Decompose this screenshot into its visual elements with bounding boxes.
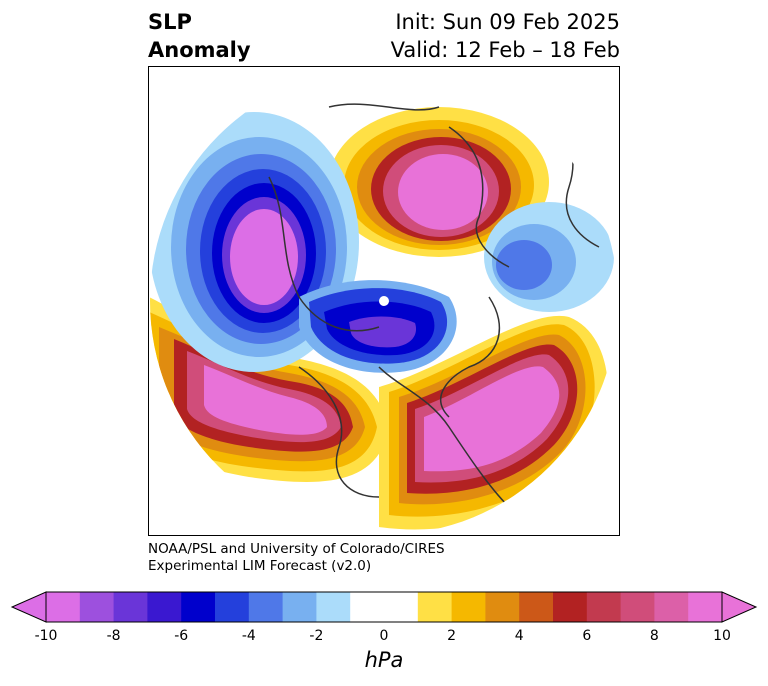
colorbar-swatch — [485, 592, 520, 622]
colorbar — [10, 591, 758, 623]
title-left: SLP Anomaly — [148, 8, 251, 64]
colorbar-tick-label: 10 — [713, 628, 731, 644]
colorbar-tick-label: -8 — [106, 628, 121, 644]
credit-line-1: NOAA/PSL and University of Colorado/CIRE… — [148, 541, 445, 557]
colorbar-swatch — [316, 592, 351, 622]
colorbar-swatch — [553, 592, 588, 622]
colorbar-tick-label: -2 — [309, 628, 324, 644]
colorbar-swatch — [350, 592, 385, 622]
colorbar-tick-label: 2 — [447, 628, 457, 644]
title-right: Init: Sun 09 Feb 2025 Valid: 12 Feb – 18… — [391, 8, 620, 64]
colorbar-swatch — [519, 592, 554, 622]
colorbar-tick-label: 6 — [582, 628, 592, 644]
colorbar-swatch — [181, 592, 216, 622]
colorbar-tick-label: -6 — [174, 628, 189, 644]
colorbar-swatch — [688, 592, 723, 622]
colorbar-swatch — [654, 592, 689, 622]
colorbar-tick-label: 4 — [514, 628, 524, 644]
map-panel — [148, 66, 620, 536]
negative-anomaly-europe — [484, 202, 614, 312]
colorbar-frame — [45, 591, 723, 623]
colorbar-swatch — [113, 592, 148, 622]
credit: NOAA/PSL and University of Colorado/CIRE… — [148, 541, 445, 575]
colorbar-tick-label: 8 — [649, 628, 659, 644]
north-pole-marker — [379, 296, 389, 306]
negative-anomaly-arctic — [299, 280, 457, 373]
positive-anomaly-pacific — [150, 297, 389, 482]
positive-anomaly-atlantic — [379, 315, 608, 530]
colorbar-swatch — [147, 592, 182, 622]
colorbar-swatch — [417, 592, 453, 622]
colorbar-swatch — [384, 592, 419, 622]
anomaly-map — [150, 103, 614, 530]
colorbar-ticks: -10 -8 -6 -4 -2 0 2 4 6 8 10 — [0, 628, 768, 648]
init-date: Init: Sun 09 Feb 2025 — [395, 10, 620, 34]
colorbar-swatch — [46, 592, 81, 622]
colorbar-tick-label: -10 — [34, 628, 58, 644]
colorbar-extend-high — [721, 591, 758, 623]
colorbar-extend-low — [10, 591, 47, 623]
colorbar-tick-label: -4 — [241, 628, 256, 644]
colorbar-unit: hPa — [364, 648, 404, 672]
colorbar-tick-label: 0 — [379, 628, 389, 644]
title-variable: SLP — [148, 10, 192, 34]
negative-anomaly-pacific — [150, 112, 359, 372]
colorbar-swatch — [620, 592, 655, 622]
colorbar-swatch — [248, 592, 284, 622]
colorbar-swatch — [586, 592, 622, 622]
valid-range: Valid: 12 Feb – 18 Feb — [390, 38, 620, 62]
credit-line-2: Experimental LIM Forecast (v2.0) — [148, 558, 372, 574]
colorbar-swatch — [79, 592, 115, 622]
colorbar-swatch — [215, 592, 250, 622]
colorbar-swatch — [451, 592, 486, 622]
positive-anomaly-siberia — [329, 107, 549, 257]
title-anomaly: Anomaly — [148, 38, 251, 62]
colorbar-swatch — [282, 592, 317, 622]
